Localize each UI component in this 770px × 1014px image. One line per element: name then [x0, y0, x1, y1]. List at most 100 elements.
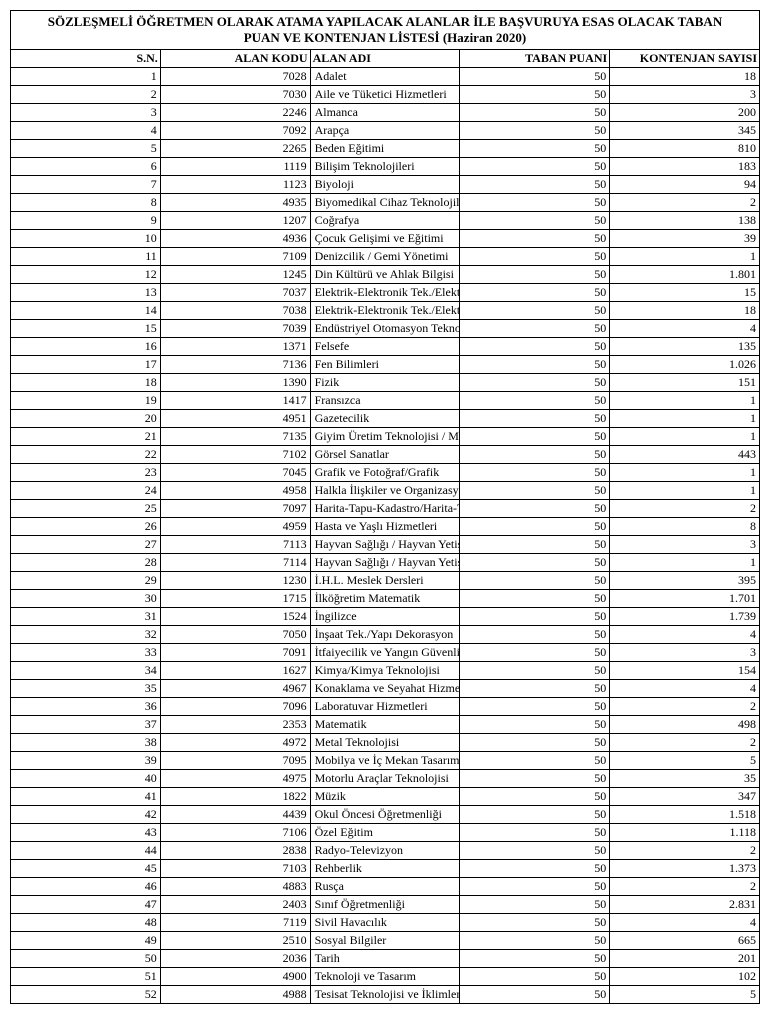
cell-adi: Giyim Üretim Teknolojisi / Moda Tasarım … — [310, 428, 460, 446]
cell-kodu: 7097 — [160, 500, 310, 518]
cell-puan: 50 — [460, 230, 610, 248]
cell-adi: Fizik — [310, 374, 460, 392]
cell-puan: 50 — [460, 770, 610, 788]
cell-kodu: 4975 — [160, 770, 310, 788]
cell-kontenjan: 183 — [610, 158, 760, 176]
table-row: 161371Felsefe50135 — [11, 338, 760, 356]
cell-sn: 20 — [11, 410, 161, 428]
cell-kontenjan: 18 — [610, 68, 760, 86]
table-row: 181390Fizik50151 — [11, 374, 760, 392]
table-row: 327050İnşaat Tek./Yapı Dekorasyon504 — [11, 626, 760, 644]
cell-sn: 35 — [11, 680, 161, 698]
cell-puan: 50 — [460, 410, 610, 428]
cell-kodu: 7092 — [160, 122, 310, 140]
cell-kontenjan: 4 — [610, 626, 760, 644]
cell-puan: 50 — [460, 806, 610, 824]
header-adi: ALAN ADI — [310, 50, 460, 68]
cell-sn: 18 — [11, 374, 161, 392]
table-row: 204951Gazetecilik501 — [11, 410, 760, 428]
table-row: 147038Elektrik-Elektronik Tek./Elektroni… — [11, 302, 760, 320]
cell-kontenjan: 347 — [610, 788, 760, 806]
cell-sn: 49 — [11, 932, 161, 950]
cell-kodu: 4883 — [160, 878, 310, 896]
cell-kodu: 7106 — [160, 824, 310, 842]
cell-kodu: 4958 — [160, 482, 310, 500]
cell-puan: 50 — [460, 932, 610, 950]
cell-kontenjan: 3 — [610, 644, 760, 662]
cell-adi: İlköğretim Matematik — [310, 590, 460, 608]
cell-adi: Grafik ve Fotoğraf/Grafik — [310, 464, 460, 482]
cell-sn: 28 — [11, 554, 161, 572]
cell-puan: 50 — [460, 248, 610, 266]
cell-kontenjan: 1.118 — [610, 824, 760, 842]
cell-sn: 21 — [11, 428, 161, 446]
header-kodu: ALAN KODU — [160, 50, 310, 68]
cell-kodu: 4900 — [160, 968, 310, 986]
table-row: 457103Rehberlik501.373 — [11, 860, 760, 878]
cell-kodu: 2510 — [160, 932, 310, 950]
cell-kontenjan: 1 — [610, 392, 760, 410]
cell-puan: 50 — [460, 104, 610, 122]
cell-kontenjan: 135 — [610, 338, 760, 356]
cell-sn: 2 — [11, 86, 161, 104]
cell-kontenjan: 5 — [610, 986, 760, 1004]
cell-kodu: 7135 — [160, 428, 310, 446]
table-body: 17028Adalet501827030Aile ve Tüketici Hiz… — [11, 68, 760, 1004]
cell-adi: Denizcilik / Gemi Yönetimi — [310, 248, 460, 266]
cell-kodu: 7091 — [160, 644, 310, 662]
header-kontenjan: KONTENJAN SAYISI — [610, 50, 760, 68]
cell-puan: 50 — [460, 536, 610, 554]
cell-kontenjan: 1.701 — [610, 590, 760, 608]
cell-adi: Okul Öncesi Öğretmenliği — [310, 806, 460, 824]
header-sn: S.N. — [11, 50, 161, 68]
table-row: 257097Harita-Tapu-Kadastro/Harita-Tapu-K… — [11, 500, 760, 518]
table-row: 337091İtfaiyecilik ve Yangın Güvenliği50… — [11, 644, 760, 662]
cell-adi: Kimya/Kimya Teknolojisi — [310, 662, 460, 680]
cell-adi: Halkla İlişkiler ve Organizasyon Hizmetl… — [310, 482, 460, 500]
cell-puan: 50 — [460, 788, 610, 806]
cell-kontenjan: 18 — [610, 302, 760, 320]
cell-adi: Rehberlik — [310, 860, 460, 878]
cell-adi: Fransızca — [310, 392, 460, 410]
cell-kodu: 7103 — [160, 860, 310, 878]
cell-adi: Aile ve Tüketici Hizmetleri — [310, 86, 460, 104]
cell-adi: Almanca — [310, 104, 460, 122]
cell-puan: 50 — [460, 320, 610, 338]
cell-kodu: 7096 — [160, 698, 310, 716]
table-row: 524988Tesisat Teknolojisi ve İklimlendir… — [11, 986, 760, 1004]
table-row: 442838Radyo-Televizyon502 — [11, 842, 760, 860]
cell-puan: 50 — [460, 338, 610, 356]
table-row: 47092Arapça50345 — [11, 122, 760, 140]
cell-kodu: 4439 — [160, 806, 310, 824]
table-row: 227102Görsel Sanatlar50443 — [11, 446, 760, 464]
cell-kodu: 7136 — [160, 356, 310, 374]
cell-kodu: 7109 — [160, 248, 310, 266]
cell-sn: 50 — [11, 950, 161, 968]
cell-sn: 36 — [11, 698, 161, 716]
title-line1: SÖZLEŞMELİ ÖĞRETMEN OLARAK ATAMA YAPILAC… — [48, 14, 722, 29]
table-row: 341627Kimya/Kimya Teknolojisi50154 — [11, 662, 760, 680]
table-row: 291230İ.H.L. Meslek Dersleri50395 — [11, 572, 760, 590]
cell-adi: Müzik — [310, 788, 460, 806]
cell-sn: 46 — [11, 878, 161, 896]
cell-puan: 50 — [460, 662, 610, 680]
cell-adi: Hayvan Sağlığı / Hayvan Yetiştiriciliği … — [310, 554, 460, 572]
cell-puan: 50 — [460, 392, 610, 410]
cell-kontenjan: 345 — [610, 122, 760, 140]
cell-kontenjan: 665 — [610, 932, 760, 950]
cell-kontenjan: 1 — [610, 482, 760, 500]
table-row: 372353Matematik50498 — [11, 716, 760, 734]
cell-kontenjan: 1.739 — [610, 608, 760, 626]
cell-kontenjan: 5 — [610, 752, 760, 770]
table-row: 397095Mobilya ve İç Mekan Tasarımı505 — [11, 752, 760, 770]
cell-kodu: 1245 — [160, 266, 310, 284]
cell-kontenjan: 102 — [610, 968, 760, 986]
title-row: SÖZLEŞMELİ ÖĞRETMEN OLARAK ATAMA YAPILAC… — [11, 11, 760, 50]
cell-kontenjan: 498 — [610, 716, 760, 734]
cell-adi: İnşaat Tek./Yapı Dekorasyon — [310, 626, 460, 644]
cell-sn: 16 — [11, 338, 161, 356]
cell-kontenjan: 4 — [610, 914, 760, 932]
cell-puan: 50 — [460, 212, 610, 230]
cell-kontenjan: 2 — [610, 878, 760, 896]
cell-sn: 11 — [11, 248, 161, 266]
